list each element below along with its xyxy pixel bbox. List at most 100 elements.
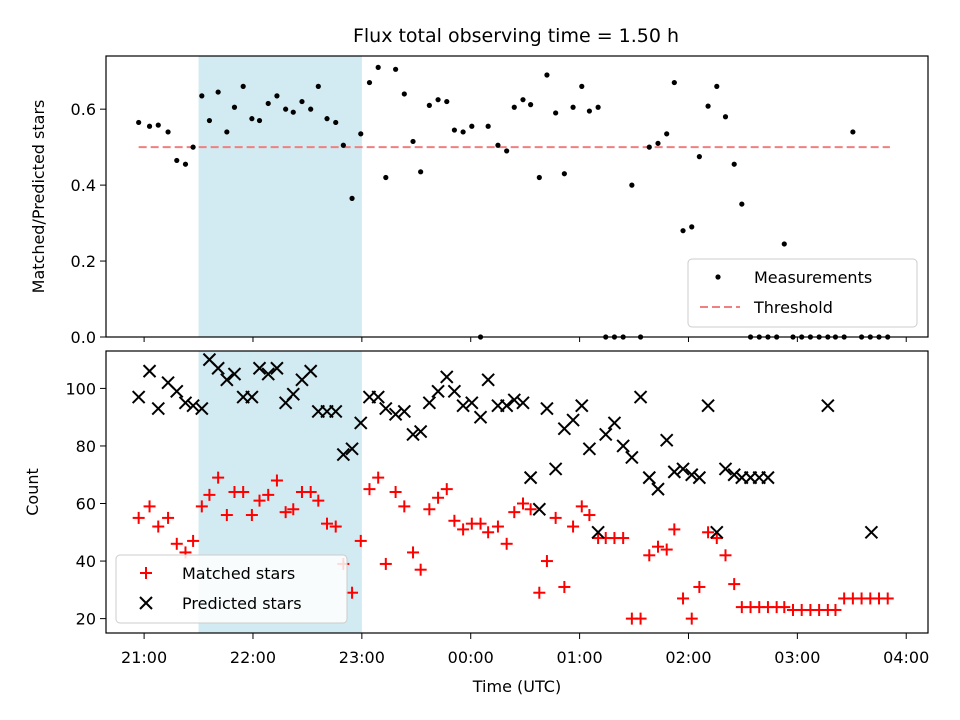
predicted-star-point (286, 387, 300, 401)
predicted-star-mark-b (575, 398, 589, 413)
predicted-star-mark-b (651, 482, 665, 496)
measurement-point (383, 174, 389, 181)
measurement-point (696, 154, 702, 160)
matched-star-point (540, 555, 553, 568)
measurement-point (274, 93, 280, 99)
predicted-star-point (227, 367, 242, 381)
predicted-star-mark-b (270, 361, 284, 375)
measurement-point (401, 91, 407, 97)
predicted-star-point (692, 470, 707, 485)
top-y-tick-label: 0.0 (71, 328, 96, 347)
matched-star-point (702, 526, 715, 539)
measurement-point (528, 102, 534, 108)
predicted-star-mark-b (286, 387, 300, 401)
measurement-point (256, 117, 263, 124)
measurement-point (495, 142, 501, 148)
matched-star-point (170, 537, 183, 550)
matched-star-point (516, 497, 529, 510)
matched-star-point (220, 509, 233, 522)
predicted-star-point (413, 424, 428, 439)
bottom-x-ticks: 21:00 22:00 23:00 00:00 01:00 02:00 03:00 04:00 (121, 633, 929, 667)
matched-star-point (187, 534, 200, 547)
matched-star-point (354, 534, 367, 547)
predicted-star-point (170, 384, 184, 398)
measurement-point (536, 174, 542, 181)
x-tick-label: 02:00 (665, 648, 711, 667)
matched-star-point (491, 520, 504, 533)
matched-star-point (617, 532, 630, 545)
predicted-star-point (329, 404, 343, 419)
matched-star-point (372, 471, 385, 484)
matched-star-point (329, 520, 342, 533)
predicted-star-mark-b (151, 401, 165, 416)
measurement-point (340, 142, 346, 148)
measurement-point (451, 127, 457, 133)
measurement-point (469, 123, 475, 129)
measurement-point (504, 148, 510, 154)
measurement-point (553, 110, 559, 116)
predicted-star-point (642, 470, 656, 485)
predicted-star-point (685, 468, 699, 482)
matched-star-point (567, 520, 580, 533)
predicted-star-mark-b (131, 390, 146, 404)
measurement-point (165, 129, 171, 135)
matched-star-point (379, 557, 392, 570)
bottom-y-tick-label: 60 (76, 495, 96, 514)
predicted-star-point (354, 416, 368, 430)
predicted-star-mark-b (440, 370, 454, 384)
top-y-tick-label: 0.6 (71, 100, 96, 119)
matched-star-point (245, 509, 258, 522)
predicted-star-mark-b (633, 390, 648, 404)
bottom-y-tick-label: 40 (76, 552, 96, 571)
matched-star-point (321, 517, 334, 530)
legend-predicted-label: Predicted stars (182, 594, 302, 613)
legend-measurements-marker (715, 274, 721, 280)
predicted-star-mark-b (220, 373, 234, 387)
matched-star-point (549, 511, 562, 524)
predicted-star-point (701, 398, 715, 413)
predicted-star-mark-b (523, 470, 538, 485)
predicted-star-point (379, 401, 393, 416)
predicted-star-point (131, 390, 146, 404)
measurement-point (190, 144, 196, 150)
predicted-star-mark-b (252, 361, 267, 375)
matched-star-point (558, 580, 571, 593)
predicted-star-mark-b (481, 373, 495, 387)
matched-star-point (829, 603, 842, 616)
predicted-star-mark-b (413, 424, 428, 439)
measurement-point (199, 93, 205, 99)
predicted-star-point (481, 373, 495, 387)
predicted-star-mark-b (591, 525, 605, 539)
measurement-point (265, 100, 271, 107)
predicted-star-mark-b (170, 384, 184, 398)
measurement-point (595, 104, 601, 110)
predicted-star-point (456, 398, 470, 413)
measurement-point (561, 171, 567, 177)
measurement-point (646, 144, 652, 150)
measurement-point (182, 161, 189, 167)
matched-star-point (660, 543, 673, 556)
ratio-panel: 0.0 0.2 0.4 0.6 Matched/Predicted stars Mea… (29, 55, 929, 347)
matched-star-point (474, 517, 487, 530)
measurement-point (705, 103, 711, 109)
predicted-star-point (659, 433, 674, 447)
matched-star-point (363, 483, 376, 496)
bottom-y-tick-label: 100 (65, 379, 96, 398)
predicted-star-point (718, 462, 733, 476)
matched-star-point (237, 486, 250, 498)
predicted-star-mark-b (727, 468, 741, 482)
matched-star-point (152, 520, 165, 533)
predicted-star-point (303, 364, 318, 378)
measurement-point (570, 104, 576, 110)
matched-star-point (643, 549, 656, 562)
bottom-y-axis-label: Count (23, 468, 42, 516)
predicted-star-mark-b (599, 427, 613, 442)
measurement-point (655, 140, 661, 146)
matched-star-point (304, 486, 317, 498)
predicted-star-point (616, 439, 630, 453)
measurement-point (146, 123, 153, 129)
matched-star-point (389, 486, 402, 498)
predicted-star-mark-b (354, 416, 368, 430)
measurement-point (520, 97, 526, 103)
